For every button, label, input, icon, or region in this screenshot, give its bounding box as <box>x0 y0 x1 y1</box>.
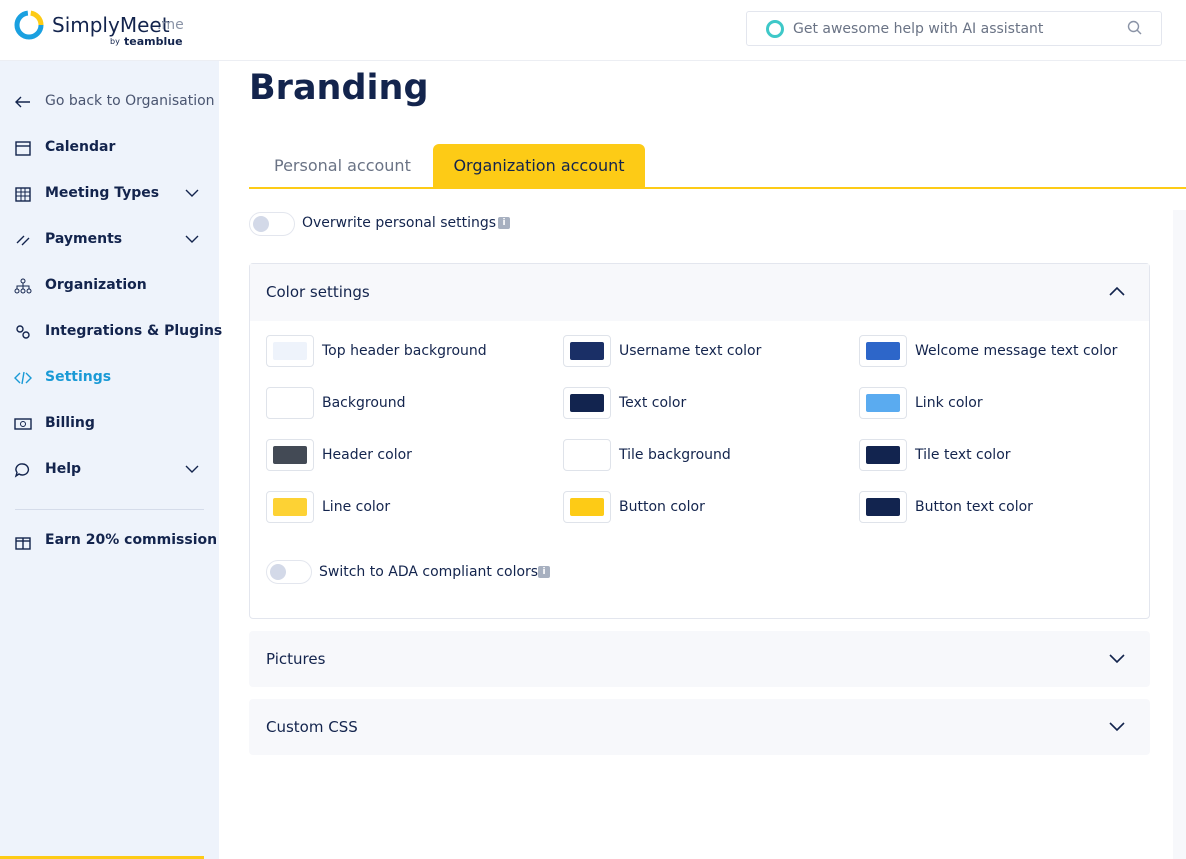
gift-icon <box>15 537 31 550</box>
color-label: Line color <box>322 499 391 515</box>
color-label: Welcome message text color <box>915 343 1118 359</box>
tab-active-label: Organization account <box>453 156 625 175</box>
nav-item[interactable]: Meeting Types <box>45 185 160 201</box>
color-label: Background <box>322 395 406 411</box>
color-swatch[interactable] <box>859 439 907 471</box>
info-icon[interactable]: i <box>498 217 510 229</box>
panel-title: Color settings <box>266 283 370 301</box>
nav-icon <box>15 141 31 156</box>
color-swatch[interactable] <box>563 491 611 523</box>
panel-title: Pictures <box>266 650 326 668</box>
logo[interactable]: SimplyMeet <box>52 13 170 37</box>
chevron-down <box>185 235 199 243</box>
color-swatch[interactable] <box>859 491 907 523</box>
color-label: Top header background <box>322 343 487 359</box>
color-panel: Color settings Top header background User… <box>249 263 1150 619</box>
nav-icon <box>16 325 30 339</box>
logo-brand: teamblue <box>124 35 183 48</box>
nav-item[interactable]: Organization <box>45 277 147 293</box>
divider <box>15 509 204 510</box>
panel-title: Custom CSS <box>266 718 358 736</box>
color-swatch[interactable] <box>266 335 314 367</box>
color-label: Tile text color <box>915 447 1011 463</box>
color-swatch[interactable] <box>266 491 314 523</box>
chevron-down <box>185 189 199 197</box>
toggle[interactable] <box>249 212 295 236</box>
tab-underline <box>249 187 1186 189</box>
panel-header[interactable] <box>250 264 1149 321</box>
color-label: Text color <box>619 395 687 411</box>
pictures-panel[interactable]: Pictures <box>249 631 1150 687</box>
nav-icon <box>15 187 31 202</box>
chevron-up <box>1109 286 1125 296</box>
color-swatch[interactable] <box>563 335 611 367</box>
tab[interactable]: Personal account <box>274 156 411 175</box>
back-icon <box>15 96 30 108</box>
nav-item[interactable]: Help <box>45 461 82 477</box>
chevron-down <box>1109 654 1125 664</box>
tab-active[interactable] <box>433 144 645 188</box>
nav-icon <box>14 278 32 294</box>
color-swatch[interactable] <box>859 335 907 367</box>
page-title: Branding <box>249 68 429 108</box>
nav-icon <box>16 235 30 246</box>
back-link[interactable]: Go back to Organisation <box>45 93 215 109</box>
chevron-down <box>185 465 199 473</box>
color-label: Username text color <box>619 343 762 359</box>
logo-by: by <box>110 37 120 46</box>
nav-icon <box>14 371 32 385</box>
color-swatch[interactable] <box>563 387 611 419</box>
nav-item[interactable]: Settings <box>45 369 112 385</box>
search-box[interactable]: Get awesome help with AI assistant <box>746 11 1162 46</box>
toggle[interactable] <box>266 560 312 584</box>
color-label: Button text color <box>915 499 1033 515</box>
nav-item[interactable]: Billing <box>45 415 95 431</box>
ai-icon <box>766 20 784 38</box>
nav-icon <box>14 463 30 478</box>
scrollbar <box>1173 210 1186 859</box>
toggle-label: Switch to ADA compliant colors <box>319 564 539 580</box>
top-header: SimplyMeet .me by teamblue Get awesome h… <box>0 0 1186 61</box>
color-label: Header color <box>322 447 412 463</box>
search-placeholder: Get awesome help with AI assistant <box>793 21 1044 37</box>
logo-suffix: .me <box>157 17 184 33</box>
color-swatch[interactable] <box>266 439 314 471</box>
css-panel[interactable]: Custom CSS <box>249 699 1150 755</box>
color-swatch[interactable] <box>266 387 314 419</box>
logo-icon <box>14 10 44 40</box>
chevron-down <box>1109 722 1125 732</box>
earn-link[interactable]: Earn 20% commission <box>45 532 218 548</box>
nav-item[interactable]: Integrations & Plugins <box>45 323 223 339</box>
search-icon <box>1127 20 1142 35</box>
toggle-label: Overwrite personal settings <box>302 215 497 231</box>
color-label: Tile background <box>619 447 731 463</box>
color-label: Button color <box>619 499 705 515</box>
color-label: Link color <box>915 395 983 411</box>
info-icon[interactable]: i <box>538 566 550 578</box>
color-swatch[interactable] <box>563 439 611 471</box>
sidebar-bottom-bar <box>0 856 204 859</box>
nav-item[interactable]: Payments <box>45 231 123 247</box>
color-swatch[interactable] <box>859 387 907 419</box>
sidebar <box>0 61 219 859</box>
nav-item[interactable]: Calendar <box>45 139 116 155</box>
nav-icon <box>14 418 32 430</box>
